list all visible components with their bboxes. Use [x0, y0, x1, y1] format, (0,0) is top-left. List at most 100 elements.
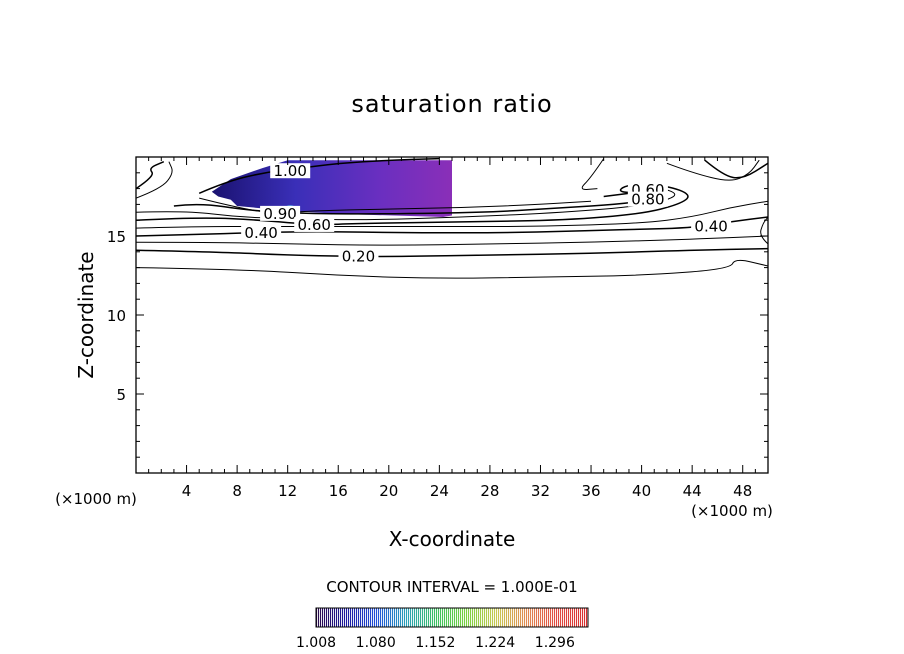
- colorbar-stripe-116: [548, 608, 550, 627]
- colorbar-stripe-90: [496, 608, 498, 627]
- colorbar-stripe-59: [434, 608, 436, 627]
- colorbar-stripe-120: [556, 608, 558, 627]
- contour-line-10: [136, 161, 165, 190]
- colorbar-stripe-132: [580, 608, 582, 627]
- colorbar-stripe-50: [416, 608, 418, 627]
- colorbar-stripe-135: [586, 608, 588, 627]
- colorbar-stripe-1: [318, 608, 320, 627]
- colorbar-stripe-124: [564, 608, 566, 627]
- colorbar-stripe-40: [396, 608, 398, 627]
- colorbar-stripe-113: [542, 608, 544, 627]
- colorbar-stripe-77: [470, 608, 472, 627]
- contour-line-15: [760, 216, 768, 245]
- y-tick-label-15: 15: [107, 228, 126, 246]
- colorbar-stripe-15: [346, 608, 348, 627]
- colorbar-stripe-30: [376, 608, 378, 627]
- colorbar-stripe-71: [458, 608, 460, 627]
- colorbar-stripe-84: [484, 608, 486, 627]
- colorbar-stripe-26: [368, 608, 370, 627]
- colorbar-stripe-76: [468, 608, 470, 627]
- colorbar-stripe-82: [480, 608, 482, 627]
- colorbar-stripe-62: [440, 608, 442, 627]
- colorbar-stripe-112: [540, 608, 542, 627]
- colorbar-stripe-25: [366, 608, 368, 627]
- colorbar-stripe-32: [380, 608, 382, 627]
- axis-ticks: [136, 157, 768, 473]
- colorbar-stripe-4: [324, 608, 326, 627]
- colorbar-stripe-119: [554, 608, 556, 627]
- colorbar-stripe-16: [348, 608, 350, 627]
- colorbar-stripe-35: [386, 608, 388, 627]
- x-axis-label: X-coordinate: [389, 527, 516, 551]
- contour-line-12: [666, 159, 760, 181]
- colorbar-stripe-65: [446, 608, 448, 627]
- contour-line-1: [136, 247, 768, 258]
- colorbar-stripe-36: [388, 608, 390, 627]
- colorbar-stripe-33: [382, 608, 384, 627]
- contour-line-11: [136, 161, 173, 199]
- colorbar-label-1.152: 1.152: [415, 635, 455, 651]
- colorbar-stripe-133: [582, 608, 584, 627]
- colorbar-stripe-23: [362, 608, 364, 627]
- colorbar-stripe-96: [508, 608, 510, 627]
- contour-label-bg-4: [260, 205, 301, 221]
- colorbar-stripe-2: [320, 608, 322, 627]
- colorbar-stripe-114: [544, 608, 546, 627]
- colorbar-stripe-44: [404, 608, 406, 627]
- contour-label-0: 1.00: [274, 162, 307, 180]
- colorbar-stripe-19: [354, 608, 356, 627]
- colorbar-stripe-78: [472, 608, 474, 627]
- colorbar-label-1.080: 1.080: [356, 635, 396, 651]
- colorbar-stripe-18: [352, 608, 354, 627]
- colorbar-stripe-125: [566, 608, 568, 627]
- x-tick-label-16: 16: [329, 482, 348, 500]
- colorbar-stripe-103: [522, 608, 524, 627]
- colorbar-stripe-54: [424, 608, 426, 627]
- y-tick-label-10: 10: [107, 307, 126, 325]
- colorbar-stripe-68: [452, 608, 454, 627]
- contour-label-bg-0: [270, 163, 311, 179]
- colorbar-stripe-100: [516, 608, 518, 627]
- x-tick-label-28: 28: [480, 482, 499, 500]
- colorbar-stripe-63: [442, 608, 444, 627]
- colorbar-stripe-13: [342, 608, 344, 627]
- contour-label-bg-7: [338, 248, 379, 264]
- colorbar-stripe-86: [488, 608, 490, 627]
- colorbar-stripe-38: [392, 608, 394, 627]
- contour-line-8: [199, 197, 592, 214]
- colorbar-stripe-111: [538, 608, 540, 627]
- colorbar-stripe-79: [474, 608, 476, 627]
- contour-label-3: 0.40: [694, 218, 727, 236]
- colorbar-stripe-109: [534, 608, 536, 627]
- colorbar-stripe-53: [422, 608, 424, 627]
- y-axis-label: Z-coordinate: [74, 251, 98, 378]
- colorbar-stripe-97: [510, 608, 512, 627]
- contour-label-bg-5: [294, 216, 335, 232]
- contour-label-6: 0.40: [244, 224, 277, 242]
- colorbar-stripe-85: [486, 608, 488, 627]
- colorbar-stripe-122: [560, 608, 562, 627]
- colorbar-stripe-94: [504, 608, 506, 627]
- colorbar-label-1.224: 1.224: [475, 635, 515, 651]
- colorbar-stripe-73: [462, 608, 464, 627]
- colorbar-stripe-39: [394, 608, 396, 627]
- colorbar-stripes: [316, 608, 588, 627]
- colorbar-stripe-89: [494, 608, 496, 627]
- colorbar-stripe-11: [338, 608, 340, 627]
- contour-interval-label: CONTOUR INTERVAL = 1.000E-01: [326, 578, 577, 596]
- colorbar-stripe-108: [532, 608, 534, 627]
- colorbar-stripe-21: [358, 608, 360, 627]
- colorbar-stripe-55: [426, 608, 428, 627]
- colorbar-stripe-27: [370, 608, 372, 627]
- colorbar-stripe-3: [322, 608, 324, 627]
- x-tick-labels: 4 8 12 16 20 24 28 32 36 40 44 48: [182, 482, 752, 500]
- colorbar-stripe-10: [336, 608, 338, 627]
- colorbar-stripe-127: [570, 608, 572, 627]
- colorbar-stripe-123: [562, 608, 564, 627]
- colorbar-stripe-5: [326, 608, 328, 627]
- colorbar-stripe-81: [478, 608, 480, 627]
- contour-label-2: 0.80: [631, 191, 664, 209]
- colorbar-label-1.008: 1.008: [296, 635, 336, 651]
- x-tick-label-24: 24: [430, 482, 449, 500]
